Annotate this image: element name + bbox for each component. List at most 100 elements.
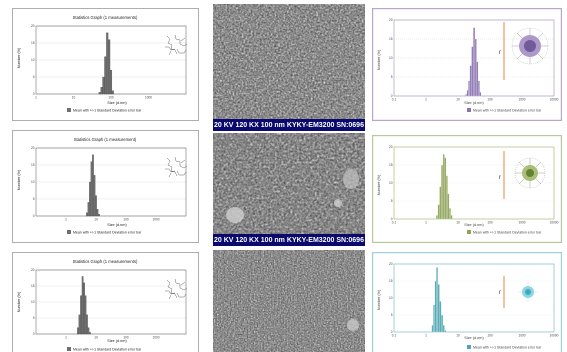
x-tick-label: 10000 [550, 221, 559, 225]
legend-swatch [467, 230, 471, 234]
histogram-bar [466, 90, 469, 97]
y-tick-label: 20 [31, 24, 35, 28]
left-chart-3: Statistics Graph (1 measurements) Number… [12, 252, 199, 352]
histogram-bar [98, 214, 100, 217]
y-tick-label: 0 [33, 332, 35, 336]
left-chart-2-ylabel: Number (%) [17, 169, 21, 190]
x-tick-label: 10 [456, 334, 460, 338]
sem-instrument: KYKY-EM3200 [286, 236, 335, 244]
micelle-icon [518, 282, 538, 302]
sem-databar-1: 20 KV 120 KX 100 nm KYKY-EM3200 SN:0696 [213, 119, 365, 131]
y-tick-label: 15 [31, 41, 35, 45]
left-chart-3-ylabel: Number (%) [17, 291, 21, 312]
histogram-bar [473, 27, 476, 97]
legend-swatch [67, 230, 71, 234]
x-tick-label: 10000 [550, 98, 559, 102]
radius-label: r [499, 50, 501, 56]
legend-swatch [67, 347, 71, 351]
histogram-bar [84, 295, 87, 335]
right-chart-3: Number (%) Size (d.nm) 0 5 10 15 20 0.1 1 10 100… [372, 252, 562, 352]
left-chart-1-plot: 0 5 10 15 20 1 10 100 1000 [31, 24, 187, 100]
y-tick-label: 0 [391, 94, 393, 98]
histogram-bar [111, 90, 114, 95]
histogram-bar [437, 284, 440, 333]
y-tick-label: 5 [391, 313, 393, 317]
histogram-bar [436, 267, 438, 333]
sem-texture-3 [213, 250, 365, 352]
polymer-structure-icon [165, 156, 188, 178]
histogram-bar [109, 70, 113, 95]
x-tick-label: 1 [65, 336, 67, 340]
histogram-bar [444, 330, 447, 333]
left-chart-1-legend: Mean with +/-1 Standard Deviation error … [73, 109, 142, 113]
histogram-bar [439, 186, 442, 220]
histogram-bar [450, 215, 453, 220]
radius-label: r [499, 290, 501, 296]
legend-swatch [467, 345, 471, 349]
left-panel-3: Statistics Graph (1 measurements) Number… [12, 252, 199, 352]
y-tick-label: 20 [389, 145, 393, 149]
histogram-bar [89, 181, 91, 217]
y-tick-label: 10 [31, 300, 35, 304]
histogram-bar [441, 164, 444, 220]
left-panel-2: Statistics Graph (1 measurement) Number … [12, 130, 199, 243]
y-tick-label: 20 [31, 146, 35, 150]
histogram-bar [476, 61, 479, 97]
micelle-icon [514, 157, 546, 189]
sem-image-1: 20 KV 120 KX 100 nm KYKY-EM3200 SN:0696 [213, 4, 365, 131]
x-tick-label: 10000 [550, 334, 559, 338]
sem-databar-2: 20 KV 120 KX 100 nm KYKY-EM3200 SN:0696 [213, 234, 365, 246]
x-tick-label: 100 [487, 221, 493, 225]
y-tick-label: 5 [33, 197, 35, 201]
x-tick-label: 0.1 [392, 334, 397, 338]
right-chart-2: Number (%) Size (d.nm) 0 5 10 15 20 0.1 1 10 100… [372, 135, 562, 243]
left-chart-2: Statistics Graph (1 measurement) Number … [12, 130, 199, 243]
right-chart-3-plot: 0 5 10 15 20 0.1 1 10 100 1000 10000 [389, 262, 559, 337]
y-tick-label: 10 [389, 296, 393, 300]
histogram-bar [442, 154, 445, 220]
sem-instrument: KYKY-EM3200 [286, 121, 335, 129]
left-chart-3-title: Statistics Graph (1 measurements) [73, 259, 138, 264]
histogram-bar [442, 325, 445, 333]
histogram-bar [433, 304, 436, 333]
sem-serial: SN:0696 [336, 121, 364, 129]
histogram-bar [445, 175, 448, 220]
x-tick-label: 1 [425, 334, 427, 338]
right-chart-1-xlabel: Size (d.nm) [464, 101, 484, 105]
x-tick-label: 100 [487, 334, 493, 338]
sem-magnification: 120 KX [235, 236, 259, 244]
histogram-bar [80, 295, 83, 335]
sem-voltage: 20 KV [213, 121, 234, 129]
histogram-bar [435, 215, 438, 220]
x-tick-label: 100 [123, 336, 129, 340]
histogram-bar [434, 280, 437, 333]
left-chart-1-xlabel: Size (d.nm) [107, 101, 127, 105]
sem-image-2: 20 KV 120 KX 100 nm KYKY-EM3200 SN:0696 [213, 133, 365, 246]
sem-serial: SN:0696 [336, 236, 364, 244]
micelle-icon [511, 27, 549, 65]
x-tick-label: 1000 [518, 98, 525, 102]
y-tick-label: 20 [389, 18, 393, 22]
right-panel-1: Number (%) Size (d.nm) 0 5 10 15 20 0.1 1 10 100… [372, 8, 562, 121]
histogram-bar [81, 276, 84, 335]
x-tick-label: 1 [65, 218, 67, 222]
x-tick-label: 1000 [518, 221, 525, 225]
y-tick-label: 15 [389, 37, 393, 41]
x-tick-label: 1000 [518, 334, 525, 338]
right-chart-2-plot: 0 5 10 15 20 0.1 1 10 100 1000 10000 [389, 145, 559, 224]
histogram-bar [98, 92, 101, 95]
right-chart-1-plot: 0 5 10 15 20 0.1 1 10 100 1000 10000 [389, 18, 559, 101]
y-tick-label: 10 [389, 56, 393, 60]
left-chart-1-ylabel: Number (%) [17, 47, 21, 68]
histogram-bar [468, 80, 470, 97]
histogram-bar [479, 92, 482, 97]
histogram-bar [474, 38, 477, 97]
y-tick-label: 20 [389, 262, 393, 266]
right-chart-3-ylabel: Number (%) [377, 289, 381, 310]
sem-scale-label: 100 nm [260, 236, 285, 244]
x-tick-label: 1000 [152, 218, 159, 222]
sem-texture-2 [213, 133, 365, 234]
histogram-bar [104, 56, 107, 95]
y-tick-label: 5 [33, 316, 35, 320]
histogram-bar [444, 157, 447, 220]
